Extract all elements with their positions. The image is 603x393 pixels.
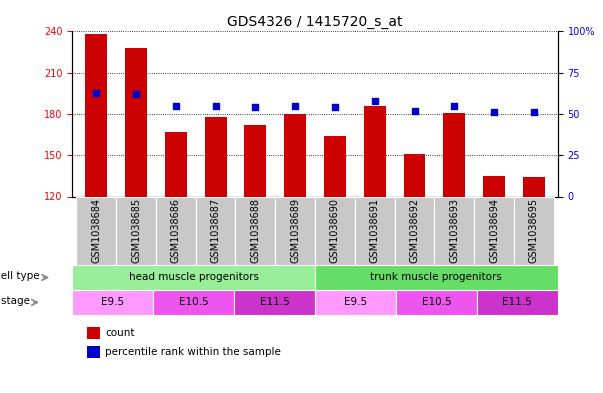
Point xyxy=(251,104,260,110)
Bar xyxy=(234,290,315,315)
Bar xyxy=(403,154,426,196)
Text: percentile rank within the sample: percentile rank within the sample xyxy=(105,347,281,357)
Bar xyxy=(85,34,107,197)
Bar xyxy=(434,196,474,265)
Text: cell type: cell type xyxy=(0,271,40,281)
Bar xyxy=(355,196,394,265)
Text: GSM1038693: GSM1038693 xyxy=(449,198,459,263)
Text: GSM1038684: GSM1038684 xyxy=(91,198,101,263)
Bar xyxy=(204,117,227,196)
Point xyxy=(131,91,141,97)
Text: E10.5: E10.5 xyxy=(421,298,451,307)
Point xyxy=(171,103,181,109)
Bar xyxy=(284,114,306,196)
Text: E11.5: E11.5 xyxy=(260,298,289,307)
Point xyxy=(529,109,538,116)
Text: GSM1038685: GSM1038685 xyxy=(131,198,141,263)
Text: development stage: development stage xyxy=(0,296,30,306)
Text: GSM1038688: GSM1038688 xyxy=(250,198,260,263)
Point xyxy=(489,109,499,116)
Bar xyxy=(236,196,276,265)
Text: GSM1038686: GSM1038686 xyxy=(171,198,181,263)
Bar xyxy=(77,196,116,265)
Text: E9.5: E9.5 xyxy=(344,298,367,307)
Point xyxy=(92,89,101,95)
Bar xyxy=(474,196,514,265)
Bar xyxy=(514,196,554,265)
Text: count: count xyxy=(105,328,134,338)
Point xyxy=(211,103,221,109)
Text: E11.5: E11.5 xyxy=(502,298,532,307)
Text: E9.5: E9.5 xyxy=(101,298,124,307)
Bar xyxy=(364,106,386,196)
Bar xyxy=(196,196,236,265)
Bar xyxy=(165,132,187,196)
Bar xyxy=(394,196,434,265)
Bar xyxy=(483,176,505,196)
Point xyxy=(449,103,459,109)
Bar xyxy=(153,290,234,315)
Text: GSM1038694: GSM1038694 xyxy=(489,198,499,263)
Bar xyxy=(477,290,558,315)
Title: GDS4326 / 1415720_s_at: GDS4326 / 1415720_s_at xyxy=(227,15,403,29)
Bar xyxy=(396,290,477,315)
Bar xyxy=(523,177,545,196)
Bar xyxy=(244,125,267,196)
Bar xyxy=(324,136,346,196)
Text: GSM1038695: GSM1038695 xyxy=(529,198,539,263)
Text: GSM1038687: GSM1038687 xyxy=(210,198,221,263)
Bar xyxy=(315,290,396,315)
Text: GSM1038692: GSM1038692 xyxy=(409,198,420,263)
Bar xyxy=(87,346,99,358)
Point xyxy=(370,97,379,104)
Bar xyxy=(156,196,196,265)
Point xyxy=(291,103,300,109)
Bar xyxy=(315,196,355,265)
Text: GSM1038691: GSM1038691 xyxy=(370,198,380,263)
Bar xyxy=(125,48,147,196)
Point xyxy=(409,108,419,114)
Bar xyxy=(72,290,153,315)
Bar xyxy=(443,113,466,196)
Text: trunk muscle progenitors: trunk muscle progenitors xyxy=(370,272,502,283)
Text: head muscle progenitors: head muscle progenitors xyxy=(128,272,259,283)
Point xyxy=(330,104,339,110)
Text: GSM1038689: GSM1038689 xyxy=(290,198,300,263)
Text: E10.5: E10.5 xyxy=(179,298,209,307)
Bar xyxy=(276,196,315,265)
Bar xyxy=(72,265,315,290)
Bar xyxy=(87,327,99,339)
Bar xyxy=(315,265,558,290)
Text: GSM1038690: GSM1038690 xyxy=(330,198,340,263)
Bar xyxy=(116,196,156,265)
